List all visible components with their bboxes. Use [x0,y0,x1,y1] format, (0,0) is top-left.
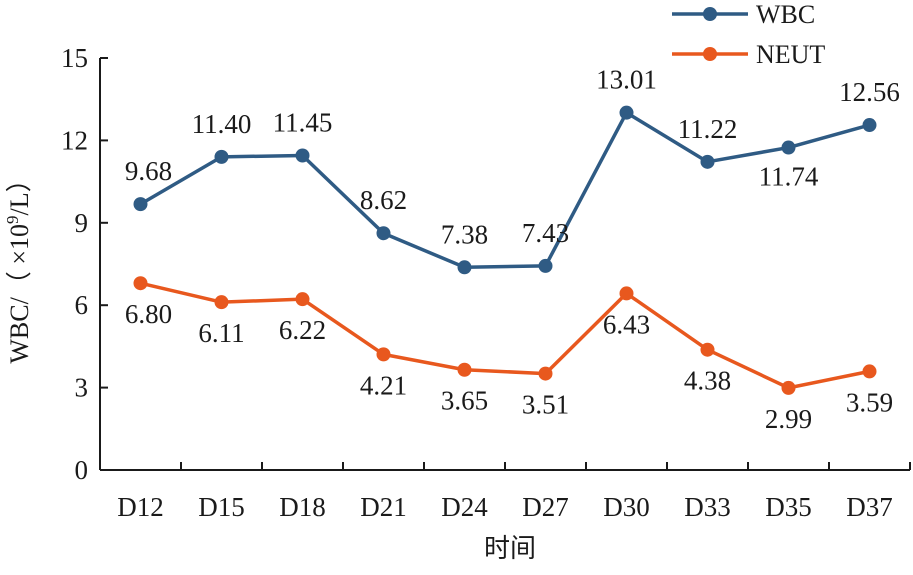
x-tick-label: D27 [522,492,569,522]
data-label-neut: 4.38 [684,366,731,396]
data-label-neut: 6.43 [603,309,650,339]
data-point-wbc [133,197,148,212]
series-wbc: 9.68 11.40 11.45 8.62 7.38 7.43 13.01 11.22 11.7… [125,65,900,275]
data-label-wbc: 7.43 [522,218,569,248]
legend: WBC NEUT [672,0,825,69]
legend-marker [703,47,717,61]
data-point-neut [376,347,391,362]
data-point-wbc [700,154,715,169]
y-axis-title-suffix: /L） [5,166,34,215]
data-point-wbc [214,149,229,164]
x-tick-label: D33 [684,492,731,522]
data-point-wbc [619,105,634,120]
y-tick-label: 15 [61,43,88,73]
data-point-neut [214,295,229,310]
legend-marker [703,7,717,21]
data-label-neut: 2.99 [765,404,812,434]
data-point-neut [781,380,796,395]
x-tick-label: D21 [360,492,407,522]
data-point-neut [538,366,553,381]
data-point-neut [700,342,715,357]
data-label-wbc: 12.56 [839,77,900,107]
data-point-wbc [457,260,472,275]
data-label-neut: 3.65 [441,386,488,416]
data-label-wbc: 13.01 [596,65,657,95]
data-label-neut: 4.21 [360,370,407,400]
series-neut: 6.80 6.11 6.22 4.21 3.65 3.51 6.43 4.38 2.99 3.59 [125,276,893,434]
y-tick-label: 6 [75,290,89,320]
data-point-neut [619,286,634,301]
y-tick-label: 9 [75,208,89,238]
data-label-wbc: 11.22 [678,114,738,144]
y-tick-label: 12 [61,125,88,155]
legend-item-wbc: WBC [672,0,815,29]
data-label-neut: 3.51 [522,390,569,420]
data-point-neut [862,364,877,379]
data-label-wbc: 8.62 [360,185,407,215]
legend-label: WBC [756,0,815,29]
x-tick-label: D15 [198,492,245,522]
data-label-wbc: 11.74 [759,162,819,192]
series-layer: 9.68 11.40 11.45 8.62 7.38 7.43 13.01 11.22 11.7… [125,65,900,434]
data-point-wbc [862,118,877,133]
data-label-neut: 3.59 [846,387,893,417]
legend-item-neut: NEUT [672,40,825,69]
y-tick-label: 0 [75,455,89,485]
data-label-wbc: 9.68 [125,156,172,186]
data-point-neut [133,276,148,291]
data-point-wbc [376,226,391,241]
x-tick-label: D12 [117,492,164,522]
series-line-wbc [139,110,870,270]
x-axis-title: 时间 [484,534,536,563]
data-point-wbc [538,258,553,273]
y-axis-title-prefix: WBC/（ ×10 [5,224,34,364]
data-label-wbc: 11.45 [273,108,333,138]
y-tick-label: 3 [75,373,89,403]
data-point-wbc [295,148,310,163]
data-label-wbc: 11.40 [192,109,252,139]
x-tick-label: D18 [279,492,326,522]
axes: 0 3 6 9 12 15 D12 D15 D18 D21 D24 D27 D30 D33 D35 D37 [61,43,911,522]
y-axis-title-sup: 9 [3,215,22,224]
data-point-neut [295,292,310,307]
data-label-wbc: 7.38 [441,219,488,249]
y-axis-title: WBC/（ ×109/L） [3,166,34,363]
data-label-neut: 6.80 [125,299,172,329]
x-tick-label: D35 [765,492,812,522]
data-label-neut: 6.22 [279,315,326,345]
x-tick-label: D24 [441,492,488,522]
series-line-neut [140,281,870,390]
x-tick-label: D30 [603,492,650,522]
data-point-wbc [781,140,796,155]
x-tick-label: D37 [846,492,893,522]
legend-label: NEUT [756,40,825,69]
data-label-neut: 6.11 [198,318,244,348]
data-point-neut [457,362,472,377]
